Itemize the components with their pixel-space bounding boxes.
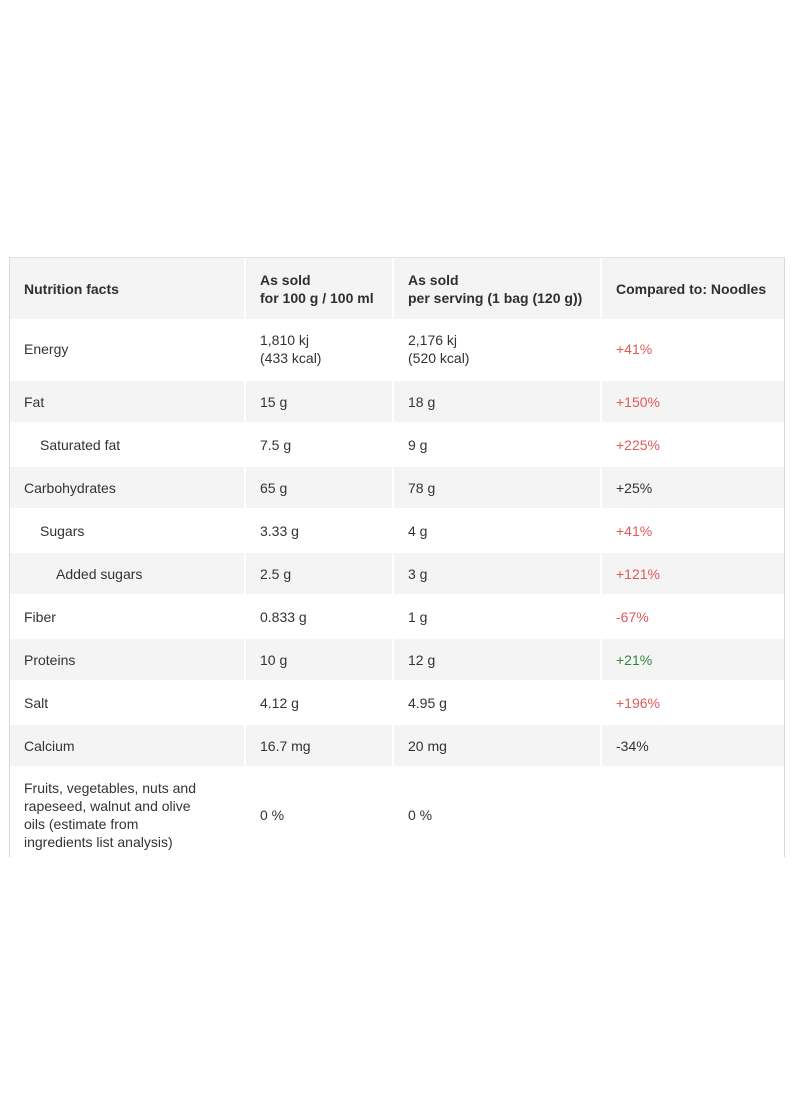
nutrient-name-line3: oils (estimate from	[24, 816, 139, 832]
value-per-100g: 10 g	[246, 639, 394, 682]
table-row-salt: Salt 4.12 g 4.95 g +196%	[10, 682, 784, 725]
value-per-100g: 15 g	[246, 381, 394, 424]
nutrient-name: Carbohydrates	[10, 467, 246, 510]
nutrient-name: Fat	[10, 381, 246, 424]
value-per-serving: 4.95 g	[394, 682, 602, 725]
value-per-serving: 4 g	[394, 510, 602, 553]
nutrition-facts-table: Nutrition facts As sold for 100 g / 100 …	[10, 258, 784, 857]
header-per-100g-line2: for 100 g / 100 ml	[260, 289, 374, 306]
value-per-serving: 18 g	[394, 381, 602, 424]
compared-value: +196%	[602, 682, 784, 725]
compared-value: +41%	[602, 510, 784, 553]
value-per-100g-kcal: (433 kcal)	[260, 350, 322, 366]
table-row-fiber: Fiber 0.833 g 1 g -67%	[10, 596, 784, 639]
compared-value: +121%	[602, 553, 784, 596]
value-per-100g: 3.33 g	[246, 510, 394, 553]
compared-value: +41%	[602, 319, 784, 381]
value-per-100g: 65 g	[246, 467, 394, 510]
nutrient-name: Sugars	[10, 510, 246, 553]
table-row-energy: Energy 1,810 kj (433 kcal) 2,176 kj (520…	[10, 319, 784, 381]
table-row-added-sugars: Added sugars 2.5 g 3 g +121%	[10, 553, 784, 596]
nutrient-name-line4: ingredients list analysis)	[24, 834, 173, 850]
table-row-fruits-vegetables-nuts: Fruits, vegetables, nuts and rapeseed, w…	[10, 768, 784, 857]
value-per-serving-kcal: (520 kcal)	[408, 350, 470, 366]
header-per-100g: As sold for 100 g / 100 ml	[246, 258, 394, 319]
value-per-serving: 12 g	[394, 639, 602, 682]
value-per-100g-kj: 1,810 kj	[260, 332, 310, 348]
value-per-100g: 7.5 g	[246, 424, 394, 467]
value-per-100g: 1,810 kj (433 kcal)	[246, 319, 394, 381]
table-header-row: Nutrition facts As sold for 100 g / 100 …	[10, 258, 784, 319]
nutrient-name: Energy	[10, 319, 246, 381]
value-per-100g: 0 %	[246, 768, 394, 857]
value-per-serving: 0 %	[394, 768, 602, 857]
value-per-serving: 1 g	[394, 596, 602, 639]
header-nutrient: Nutrition facts	[10, 258, 246, 319]
nutrient-name: Fiber	[10, 596, 246, 639]
value-per-100g: 2.5 g	[246, 553, 394, 596]
table-row-fat: Fat 15 g 18 g +150%	[10, 381, 784, 424]
nutrient-name: Fruits, vegetables, nuts and rapeseed, w…	[10, 768, 246, 857]
table-row-calcium: Calcium 16.7 mg 20 mg -34%	[10, 725, 784, 768]
value-per-serving: 20 mg	[394, 725, 602, 768]
table-row-sugars: Sugars 3.33 g 4 g +41%	[10, 510, 784, 553]
header-per-serving-line2: per serving (1 bag (120 g))	[408, 289, 583, 306]
table-row-saturated-fat: Saturated fat 7.5 g 9 g +225%	[10, 424, 784, 467]
compared-value: -34%	[602, 725, 784, 768]
header-per-serving: As sold per serving (1 bag (120 g))	[394, 258, 602, 319]
value-per-100g: 0.833 g	[246, 596, 394, 639]
header-per-serving-line1: As sold	[408, 271, 459, 288]
nutrient-name-line1: Fruits, vegetables, nuts and	[24, 780, 196, 796]
nutrient-name: Proteins	[10, 639, 246, 682]
value-per-100g: 4.12 g	[246, 682, 394, 725]
header-per-100g-line1: As sold	[260, 271, 311, 288]
compared-value: +225%	[602, 424, 784, 467]
value-per-serving: 2,176 kj (520 kcal)	[394, 319, 602, 381]
compared-value: +25%	[602, 467, 784, 510]
value-per-serving: 3 g	[394, 553, 602, 596]
nutrition-facts-panel: Nutrition facts As sold for 100 g / 100 …	[9, 257, 785, 857]
nutrient-name: Calcium	[10, 725, 246, 768]
nutrient-name-line2: rapeseed, walnut and olive	[24, 798, 191, 814]
header-compared: Compared to: Noodles	[602, 258, 784, 319]
table-row-carbohydrates: Carbohydrates 65 g 78 g +25%	[10, 467, 784, 510]
nutrient-name: Saturated fat	[10, 424, 246, 467]
value-per-100g: 16.7 mg	[246, 725, 394, 768]
nutrient-name: Added sugars	[10, 553, 246, 596]
value-per-serving-kj: 2,176 kj	[408, 332, 458, 348]
value-per-serving: 9 g	[394, 424, 602, 467]
compared-value: -67%	[602, 596, 784, 639]
nutrient-name: Salt	[10, 682, 246, 725]
value-per-serving: 78 g	[394, 467, 602, 510]
compared-value: +21%	[602, 639, 784, 682]
compared-value	[602, 768, 784, 857]
table-row-proteins: Proteins 10 g 12 g +21%	[10, 639, 784, 682]
compared-value: +150%	[602, 381, 784, 424]
